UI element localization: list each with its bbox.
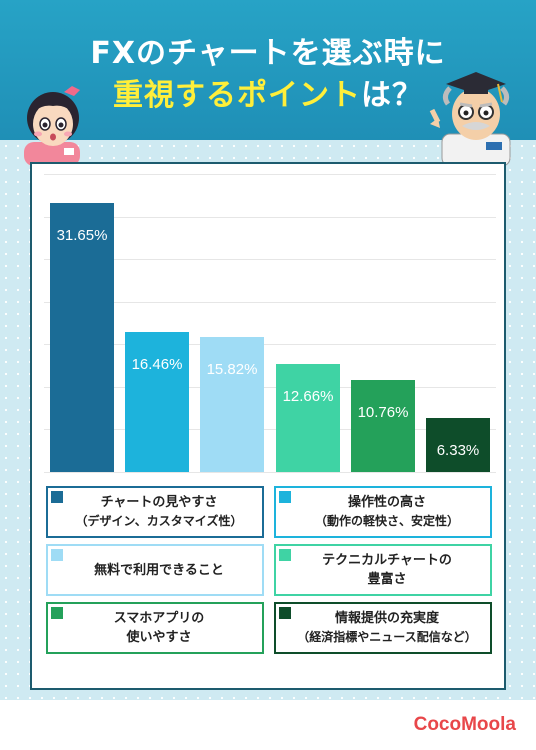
gridline	[44, 472, 496, 473]
bar-value-label: 31.65%	[56, 227, 108, 244]
bar-3: 15.82%	[200, 337, 264, 472]
legend-swatch	[279, 607, 291, 619]
legend-text: 操作性の高さ （動作の軽快さ、安定性）	[290, 488, 484, 536]
legend-line-1: スマホアプリの	[113, 611, 205, 626]
title-line-2: 重視するポイントは？	[0, 70, 536, 114]
title-suffix: は？	[361, 78, 423, 113]
legend-item-1: チャートの見やすさ （デザイン、カスタマイズ性）	[46, 486, 264, 538]
bar-5: 10.76%	[351, 380, 415, 472]
bar-value-label: 10.76%	[357, 404, 409, 421]
footer: CocoMoola	[0, 700, 536, 750]
legend-swatch	[279, 491, 291, 503]
bar-value-label: 6.33%	[436, 442, 480, 459]
legend-text: チャートの見やすさ （デザイン、カスタマイズ性）	[62, 488, 256, 536]
bar-value-label: 16.46%	[131, 356, 183, 373]
gridline	[44, 344, 496, 345]
title-line-1: FXのチャートを選ぶ時に	[90, 36, 446, 71]
gridline	[44, 387, 496, 388]
legend-text: 無料で利用できること	[62, 546, 256, 594]
gridline	[44, 174, 496, 175]
legend-line-1: テクニカルチャートの	[322, 553, 452, 568]
legend-line-2: （経済指標やニュース配信など）	[297, 630, 477, 644]
gridline	[44, 217, 496, 218]
girl-character-illustration	[24, 86, 80, 166]
bar-2: 16.46%	[125, 332, 189, 472]
legend-swatch	[279, 549, 291, 561]
bar-value-label: 12.66%	[282, 388, 334, 405]
legend-swatch	[51, 491, 63, 503]
title-highlight: 重視するポイント	[113, 78, 361, 113]
legend-item-3: 無料で利用できること	[46, 544, 264, 596]
legend-line-2: 使いやすさ	[126, 630, 192, 645]
gridline	[44, 259, 496, 260]
professor-character-illustration	[429, 72, 511, 166]
bar-1: 31.65%	[50, 203, 114, 472]
bar-4: 12.66%	[276, 364, 340, 472]
legend-item-6: 情報提供の充実度 （経済指標やニュース配信など）	[274, 602, 492, 654]
legend-text: テクニカルチャートの 豊富さ	[290, 546, 484, 594]
legend-line-1: 無料で利用できること	[94, 562, 224, 578]
header-banner: FXのチャートを選ぶ時に 重視するポイントは？	[0, 0, 536, 140]
gridline	[44, 429, 496, 430]
legend-swatch	[51, 607, 63, 619]
legend-item-4: テクニカルチャートの 豊富さ	[274, 544, 492, 596]
gridline	[44, 302, 496, 303]
legend-line-1: 操作性の高さ	[347, 495, 426, 510]
bar-chart-plot-area: 31.65% 16.46% 15.82% 12.66% 10.76% 6.33%	[44, 174, 496, 473]
bar-6: 6.33%	[426, 418, 490, 472]
legend-line-2: （デザイン、カスタマイズ性）	[75, 514, 243, 528]
legend-line-1: チャートの見やすさ	[100, 495, 218, 510]
legend-text: 情報提供の充実度 （経済指標やニュース配信など）	[290, 604, 484, 652]
legend-text: スマホアプリの 使いやすさ	[62, 604, 256, 652]
legend-line-2: （動作の軽快さ、安定性）	[314, 514, 459, 528]
legend-item-5: スマホアプリの 使いやすさ	[46, 602, 264, 654]
bar-value-label: 15.82%	[206, 361, 258, 378]
chart-panel: 31.65% 16.46% 15.82% 12.66% 10.76% 6.33% チャート…	[30, 162, 506, 690]
legend-swatch	[51, 549, 63, 561]
legend-line-1: 情報提供の充実度	[334, 611, 439, 626]
legend-item-2: 操作性の高さ （動作の軽快さ、安定性）	[274, 486, 492, 538]
legend-line-2: 豊富さ	[367, 572, 407, 587]
brand-logo: CocoMoola	[413, 714, 516, 735]
